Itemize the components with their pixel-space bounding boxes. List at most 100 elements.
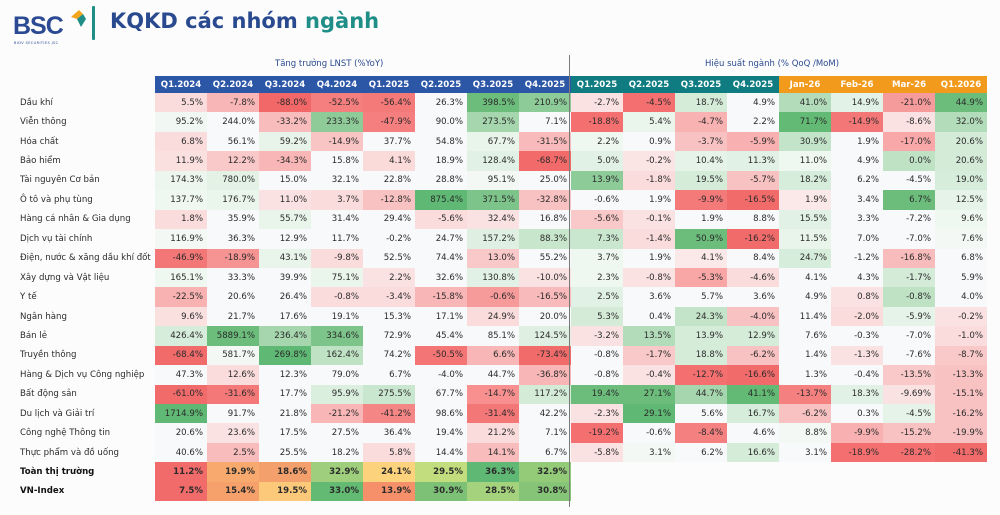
lnst-cell: 36.4% <box>363 423 415 443</box>
lnst-cell: 17.5% <box>259 423 311 443</box>
table-row: Hàng cá nhân & Gia dụng 1.8% 35.9% 55.7% 31.… <box>20 209 987 230</box>
row-label: Thực phẩm và đồ uống <box>20 447 120 458</box>
column-header-lnst: Q1.2024 <box>155 76 207 93</box>
lnst-cell: -3.4% <box>363 287 415 307</box>
perf-cell: 12.9% <box>727 326 779 346</box>
lnst-cell: 18.9% <box>415 151 467 171</box>
perf-cell: -1.0% <box>935 326 987 346</box>
lnst-cell: 371.5% <box>467 190 519 210</box>
row-label: Bất động sản <box>20 389 77 400</box>
lnst-cell: 52.5% <box>363 248 415 268</box>
perf-cell: -9.69% <box>883 384 935 404</box>
perf-cell: 18.3% <box>831 384 883 404</box>
lnst-cell: -14.9% <box>311 131 363 152</box>
lnst-cell: 91.7% <box>207 404 259 424</box>
empty-cell <box>831 462 883 481</box>
perf-cell: -4.6% <box>727 267 779 288</box>
lnst-cell: 19.1% <box>311 306 363 327</box>
perf-cell: -7.2% <box>883 209 935 230</box>
perf-cell: 1.9% <box>623 248 675 268</box>
perf-cell: -0.6% <box>623 423 675 443</box>
perf-cell: 7.0% <box>831 229 883 249</box>
perf-cell: -16.5% <box>727 190 779 210</box>
lnst-cell: 176.7% <box>207 190 259 210</box>
perf-cell: -0.8% <box>623 267 675 288</box>
perf-cell: 5.3% <box>571 306 623 327</box>
lnst-cell: 55.7% <box>259 209 311 230</box>
lnst-cell: 426.4% <box>155 326 207 346</box>
lnst-cell: 22.8% <box>363 170 415 191</box>
perf-cell: 41.1% <box>727 384 779 404</box>
lnst-cell: 21.7% <box>207 306 259 327</box>
table-body: Dầu khí 5.5% -7.8% -88.0% -52.5% -56.4% 26.3% 3… <box>20 93 987 502</box>
lnst-cell: 162.4% <box>311 345 363 366</box>
lnst-cell: -61.0% <box>155 384 207 404</box>
perf-cell: 4.6% <box>727 423 779 443</box>
perf-cell: -13.3% <box>935 365 987 385</box>
row-label: Điện, nước & xăng dầu khí đốt <box>20 253 151 264</box>
perf-cell: -19.2% <box>571 423 623 443</box>
perf-cell: 29.1% <box>623 404 675 424</box>
perf-cell: 5.0% <box>571 151 623 171</box>
lnst-cell: -41.2% <box>363 404 415 424</box>
lnst-cell: 1.8% <box>155 209 207 230</box>
total-lnst-cell: 30.8% <box>519 481 571 502</box>
perf-cell: -13.5% <box>883 365 935 385</box>
lnst-cell: 13.0% <box>467 248 519 268</box>
lnst-cell: 25.5% <box>259 442 311 463</box>
perf-cell: 32.0% <box>935 112 987 132</box>
lnst-cell: 17.7% <box>259 384 311 404</box>
perf-cell: 7.6% <box>779 326 831 346</box>
empty-cell <box>935 462 987 481</box>
column-header-lnst: Q3.2024 <box>259 76 311 93</box>
column-header-month: Jan-26 <box>779 76 831 93</box>
column-header-lnst: Q2.2024 <box>207 76 259 93</box>
lnst-cell: 72.9% <box>363 326 415 346</box>
lnst-cell: 875.4% <box>415 190 467 210</box>
lnst-cell: 23.6% <box>207 423 259 443</box>
total-lnst-cell: 29.5% <box>415 462 467 482</box>
lnst-cell: 9.6% <box>155 306 207 327</box>
lnst-cell: 20.0% <box>519 306 571 327</box>
lnst-cell: 14.1% <box>467 442 519 463</box>
lnst-cell: -31.4% <box>467 404 519 424</box>
column-header-lnst: Q1.2025 <box>363 76 415 93</box>
perf-cell: -16.2% <box>727 229 779 249</box>
row-label: Du lịch và Giải trí <box>20 408 95 419</box>
lnst-cell: 275.5% <box>363 384 415 404</box>
lnst-cell: -7.8% <box>207 93 259 113</box>
lnst-cell: -5.6% <box>415 209 467 230</box>
perf-cell: 1.9% <box>779 190 831 210</box>
perf-cell: 5.9% <box>935 267 987 288</box>
perf-cell: 44.7% <box>675 384 727 404</box>
lnst-cell: 3.7% <box>311 190 363 210</box>
perf-cell: -5.7% <box>727 170 779 191</box>
row-label: Bảo hiểm <box>20 156 61 167</box>
lnst-cell: 25.0% <box>519 170 571 191</box>
lnst-cell: -9.8% <box>311 248 363 268</box>
total-row-label: Toàn thị trường <box>20 467 95 478</box>
lnst-cell: 67.7% <box>467 131 519 152</box>
perf-cell: 4.1% <box>779 267 831 288</box>
table-row: Viễn thông 95.2% 244.0% -33.2% 233.3% -47.9% 9… <box>20 112 987 132</box>
row-label: Hóa chất <box>20 136 59 147</box>
logo-subtitle: BIDV SECURITIES JSC <box>14 41 59 45</box>
lnst-cell: 17.1% <box>415 306 467 327</box>
lnst-cell: 79.0% <box>311 365 363 385</box>
total-lnst-cell: 28.5% <box>467 481 519 502</box>
row-label: Bán lẻ <box>20 330 48 341</box>
column-header-lnst: Q4.2024 <box>311 76 363 93</box>
column-header-lnst: Q4.2025 <box>519 76 571 93</box>
lnst-cell: 26.3% <box>415 93 467 113</box>
lnst-cell: 11.7% <box>311 229 363 249</box>
perf-cell: 4.9% <box>727 93 779 113</box>
perf-cell: -8.4% <box>675 423 727 443</box>
lnst-cell: 16.8% <box>519 209 571 230</box>
perf-cell: -1.7% <box>883 267 935 288</box>
perf-cell: -4.0% <box>727 306 779 327</box>
perf-cell: 0.3% <box>831 404 883 424</box>
lnst-cell: 233.3% <box>311 112 363 132</box>
perf-cell: 0.0% <box>883 151 935 171</box>
table-row: Thực phẩm và đồ uống 40.6% 2.5% 25.5% 18.2% 5… <box>20 442 987 463</box>
perf-cell: 9.6% <box>935 209 987 230</box>
